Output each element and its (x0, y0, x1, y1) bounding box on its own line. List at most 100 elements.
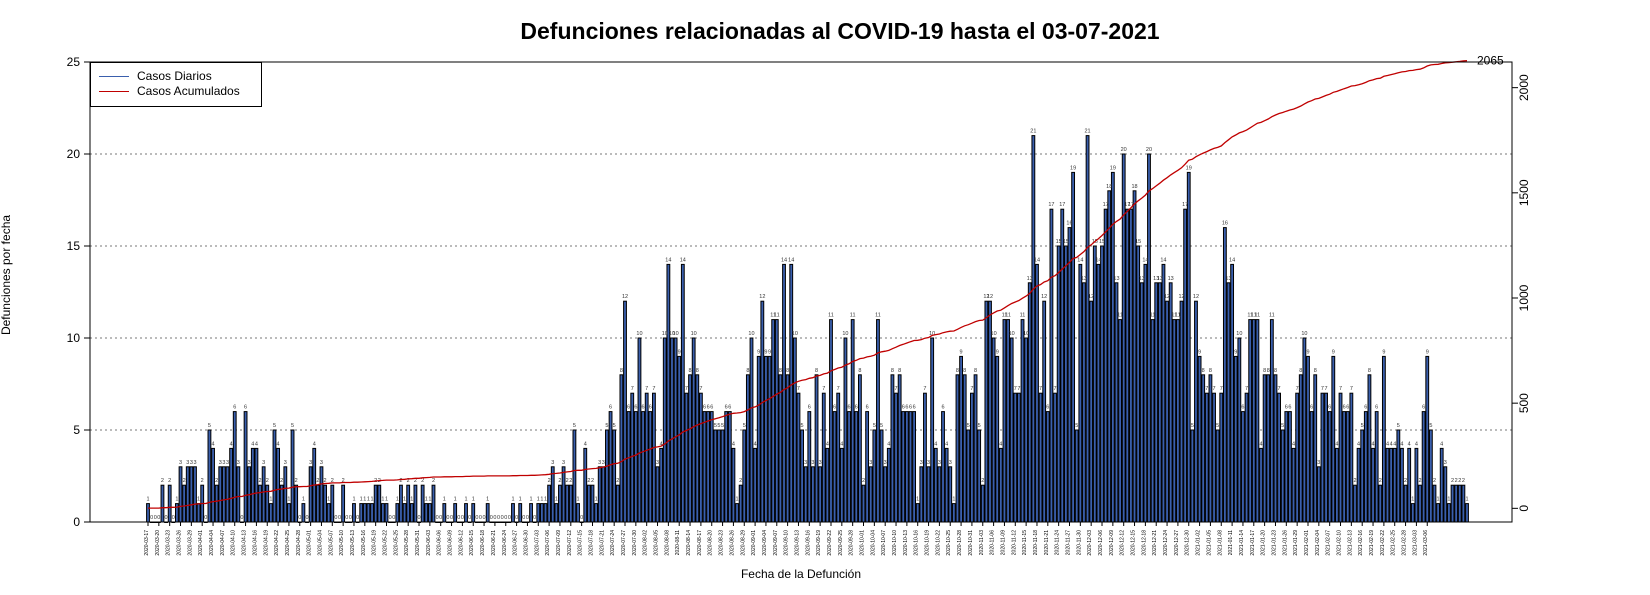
daily-bar (644, 392, 649, 523)
daily-bar-label: 9 (768, 349, 771, 355)
x-tick-label: 2020-11-24 (1055, 530, 1061, 555)
daily-bar-label: 7 (1054, 386, 1057, 392)
daily-bar-label: 5 (605, 423, 608, 429)
daily-bar-label: 1 (396, 497, 399, 503)
daily-bar-label: 17 (1103, 202, 1109, 208)
legend-item-cumulative: Casos Acumulados (99, 84, 240, 98)
legend-swatch-cumulative (99, 90, 129, 92)
daily-bar (738, 484, 743, 523)
daily-bar (427, 503, 432, 523)
daily-bar-label: 2 (1458, 478, 1461, 484)
daily-bar-label: 11 (1247, 313, 1253, 319)
x-tick-label: 2020-07-12 (567, 530, 573, 556)
daily-bar-label: 6 (909, 405, 912, 411)
daily-bar (1273, 374, 1278, 523)
daily-bar-label: 1 (352, 497, 355, 503)
daily-bar (626, 411, 631, 523)
daily-bar-label: 8 (620, 368, 623, 374)
daily-bar (941, 411, 945, 523)
x-tick-label: 2020-08-26 (729, 530, 735, 556)
daily-bar-label: 1 (403, 497, 406, 503)
daily-bar (1374, 411, 1379, 523)
daily-bar-label: 7 (837, 386, 840, 392)
daily-bar (691, 337, 696, 523)
daily-bar (189, 466, 194, 523)
daily-bar (1114, 282, 1119, 523)
daily-bar (590, 484, 595, 523)
daily-bar-label: 19 (1186, 165, 1192, 171)
daily-bar (218, 466, 223, 523)
daily-bar-label: 3 (179, 460, 182, 466)
daily-bar (717, 429, 721, 523)
daily-bar (713, 429, 718, 523)
daily-bar (265, 484, 270, 523)
daily-bar (529, 503, 533, 523)
daily-bar-label: 7 (652, 386, 655, 392)
daily-bar-label: 1 (175, 497, 178, 503)
x-tick-label: 2020-03-26 (177, 530, 183, 556)
daily-bar-label: 1 (540, 497, 543, 503)
daily-bar (1262, 374, 1267, 523)
daily-bar (1356, 447, 1361, 523)
daily-bar-label: 6 (233, 405, 236, 411)
daily-bar (1049, 208, 1054, 523)
daily-bar-label: 7 (1325, 386, 1328, 392)
daily-bar (323, 484, 327, 523)
daily-bar-label: 5 (1191, 423, 1194, 429)
daily-bar (359, 503, 364, 523)
daily-bar (753, 447, 758, 523)
daily-bar-label: 21 (1084, 129, 1090, 135)
daily-bar (366, 503, 371, 523)
x-axis: 2020-03-17 2020-03-20 2020-03-23 2020-03-26… (144, 521, 1467, 556)
daily-bar-label: 15 (1099, 239, 1105, 245)
daily-bar (970, 392, 974, 523)
daily-bar-label: 10 (636, 331, 642, 337)
daily-bar (225, 466, 230, 523)
daily-bar-label: 1 (425, 497, 428, 503)
daily-bar-label: 0 (240, 515, 243, 521)
daily-bar (1331, 355, 1336, 523)
x-tick-label: 2020-07-06 (545, 530, 551, 556)
daily-bar (789, 263, 794, 523)
x-tick-label: 2020-10-31 (968, 530, 974, 556)
x-tick-label: 2021-02-04 (1315, 530, 1321, 556)
daily-bar (308, 466, 313, 523)
daily-bar-label: 0 (468, 515, 471, 521)
daily-bar (1447, 503, 1451, 523)
daily-bar (778, 374, 783, 523)
daily-bar (727, 411, 732, 523)
daily-bar-label: 10 (662, 331, 668, 337)
daily-bar (1403, 484, 1408, 523)
daily-bar (724, 411, 729, 523)
daily-bar (854, 411, 859, 523)
x-tick-label: 2020-10-28 (957, 530, 963, 556)
daily-bar-label: 5 (613, 423, 616, 429)
x-tick-label: 2020-05-28 (404, 530, 410, 556)
daily-bar-label: 2 (739, 478, 742, 484)
daily-bar (554, 503, 559, 523)
daily-bar (196, 503, 201, 523)
daily-bar-label: 7 (1278, 386, 1281, 392)
daily-bar-label: 3 (598, 460, 601, 466)
daily-bar-label: 0 (483, 515, 486, 521)
daily-bar (1107, 190, 1112, 523)
daily-bar (1410, 503, 1415, 523)
daily-bar (442, 503, 447, 523)
daily-bar-label: 10 (1236, 331, 1242, 337)
daily-bar (919, 466, 924, 523)
daily-bar-label: 5 (801, 423, 804, 429)
daily-bar (1381, 355, 1386, 523)
x-tick-label: 2020-03-29 (187, 530, 193, 556)
daily-bar-label: 6 (913, 405, 916, 411)
daily-bar (800, 429, 804, 523)
x-tick-label: 2020-10-07 (881, 530, 887, 556)
daily-bar-label: 9 (1306, 349, 1309, 355)
daily-bar (735, 503, 739, 523)
x-tick-label: 2020-07-18 (588, 530, 594, 556)
daily-bar-label: 2 (862, 478, 865, 484)
daily-bar-label: 6 (1241, 405, 1244, 411)
daily-bar (1439, 447, 1444, 523)
daily-bar (1259, 447, 1263, 523)
x-tick-label: 2020-06-24 (502, 530, 508, 556)
y-tick-label: 20 (67, 147, 81, 161)
